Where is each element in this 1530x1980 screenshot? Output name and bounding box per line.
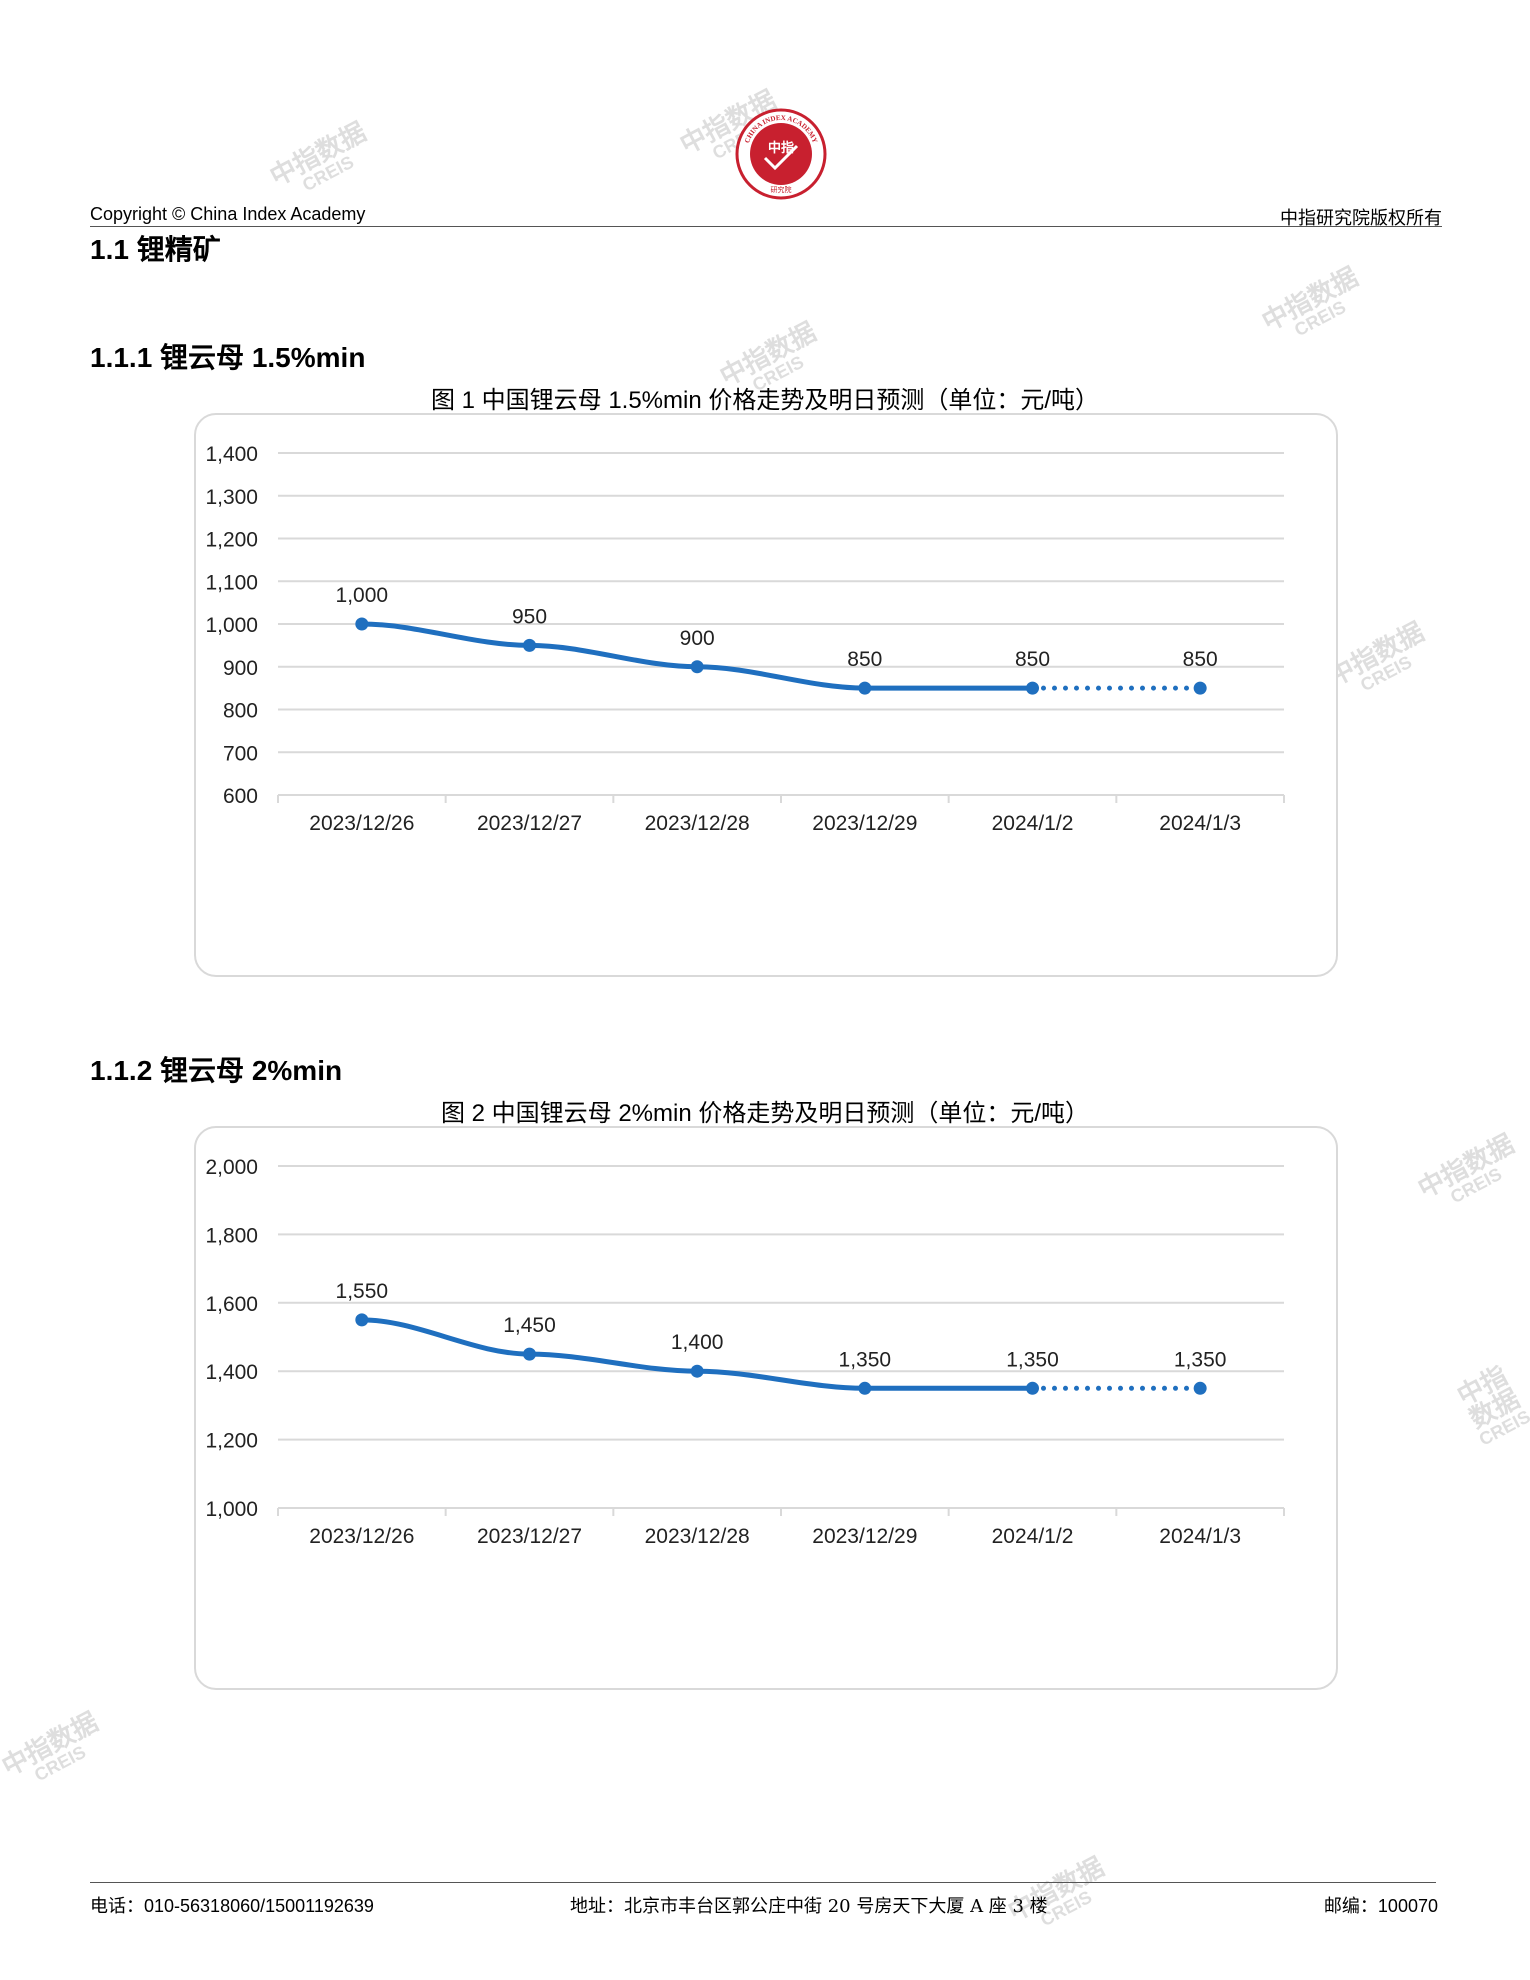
y-tick-label: 1,400	[205, 1361, 258, 1384]
y-tick-label: 1,200	[205, 529, 258, 552]
chart-1-frame: 600 700 800 900 1,000 1,100 1,200 1,300 1,400 202…	[194, 413, 1338, 977]
data-label: 850	[847, 648, 882, 671]
x-tick-label: 2024/1/2	[992, 812, 1074, 835]
data-label: 850	[1015, 648, 1050, 671]
data-label: 1,400	[671, 1331, 724, 1354]
y-tick-label: 1,000	[205, 614, 258, 637]
y-tick-label: 1,200	[205, 1430, 258, 1453]
header-copyright: Copyright © China Index Academy	[90, 204, 366, 224]
data-label: 850	[1183, 648, 1218, 671]
data-point	[858, 1381, 872, 1395]
china-index-academy-logo: CHINA INDEX ACADEMY 中指 研究院	[735, 108, 827, 200]
x-tick-label: 2023/12/26	[309, 1525, 414, 1548]
data-point	[355, 1313, 369, 1327]
data-point	[690, 1364, 704, 1378]
chart-2: 1,000 1,200 1,400 1,600 1,800 2,000 2023/12/26…	[205, 1156, 1285, 1548]
y-tick-label: 900	[223, 657, 258, 680]
footer-divider	[90, 1882, 1436, 1883]
x-tick-label: 2024/1/3	[1159, 812, 1241, 835]
figure-2-title: 图 2 中国锂云母 2%min 价格走势及明日预测（单位：元/吨）	[440, 1100, 1090, 1127]
x-tick-label: 2024/1/3	[1159, 1525, 1241, 1548]
header-rights: 中指研究院版权所有	[1280, 208, 1442, 229]
subsection-heading: 1.1.2 锂云母 2%min	[90, 1055, 343, 1086]
figure-1-title: 图 1 中国锂云母 1.5%min 价格走势及明日预测（单位：元/吨）	[430, 387, 1100, 414]
y-tick-label: 600	[223, 785, 258, 808]
y-tick-label: 1,600	[205, 1293, 258, 1316]
data-label: 1,350	[839, 1348, 892, 1371]
header-divider	[90, 226, 1442, 227]
footer-phone: 电话：010-56318060/15001192639	[90, 1896, 374, 1916]
y-tick-label: 1,100	[205, 571, 258, 594]
svg-text:研究院: 研究院	[771, 185, 792, 194]
y-tick-label: 800	[223, 700, 258, 723]
y-tick-label: 1,300	[205, 486, 258, 509]
data-point	[858, 681, 872, 695]
data-label: 1,450	[503, 1314, 556, 1337]
x-tick-label: 2023/12/29	[812, 1525, 917, 1548]
x-tick-label: 2023/12/29	[812, 812, 917, 835]
data-point	[355, 617, 369, 631]
x-tick-label: 2023/12/27	[477, 1525, 582, 1548]
y-tick-label: 1,400	[205, 443, 258, 466]
y-tick-label: 1,800	[205, 1224, 258, 1247]
data-point	[523, 1347, 536, 1361]
data-label: 900	[680, 627, 715, 650]
data-label: 1,350	[1174, 1348, 1227, 1371]
data-point	[1193, 1381, 1207, 1395]
x-tick-label: 2023/12/27	[477, 812, 582, 835]
x-tick-label: 2023/12/28	[645, 812, 750, 835]
data-label: 1,550	[336, 1280, 389, 1303]
y-tick-label: 1,000	[205, 1498, 258, 1521]
chart-2-frame: 1,000 1,200 1,400 1,600 1,800 2,000 2023/12/26…	[194, 1126, 1338, 1690]
y-tick-label: 700	[223, 742, 258, 765]
x-tick-label: 2024/1/2	[992, 1525, 1074, 1548]
footer-postcode: 邮编：100070	[1323, 1896, 1438, 1916]
data-point	[1026, 681, 1039, 695]
x-tick-label: 2023/12/28	[645, 1525, 750, 1548]
data-point	[523, 638, 536, 652]
section-heading: 1.1 锂精矿	[90, 234, 221, 265]
y-tick-label: 2,000	[205, 1156, 258, 1179]
data-label: 1,350	[1006, 1348, 1059, 1371]
x-tick-label: 2023/12/26	[309, 812, 414, 835]
footer-address: 地址：北京市丰台区郭公庄中街 20 号房天下大厦 A 座 3 楼	[570, 1896, 1048, 1917]
data-point	[1193, 681, 1207, 695]
data-label: 1,000	[336, 584, 389, 607]
subsection-heading: 1.1.1 锂云母 1.5%min	[90, 342, 366, 373]
data-label: 950	[512, 605, 547, 628]
chart-1: 600 700 800 900 1,000 1,100 1,200 1,300 1,400 202…	[205, 443, 1285, 835]
data-point	[690, 660, 704, 674]
data-point	[1026, 1381, 1039, 1395]
svg-text:中指: 中指	[768, 140, 794, 156]
